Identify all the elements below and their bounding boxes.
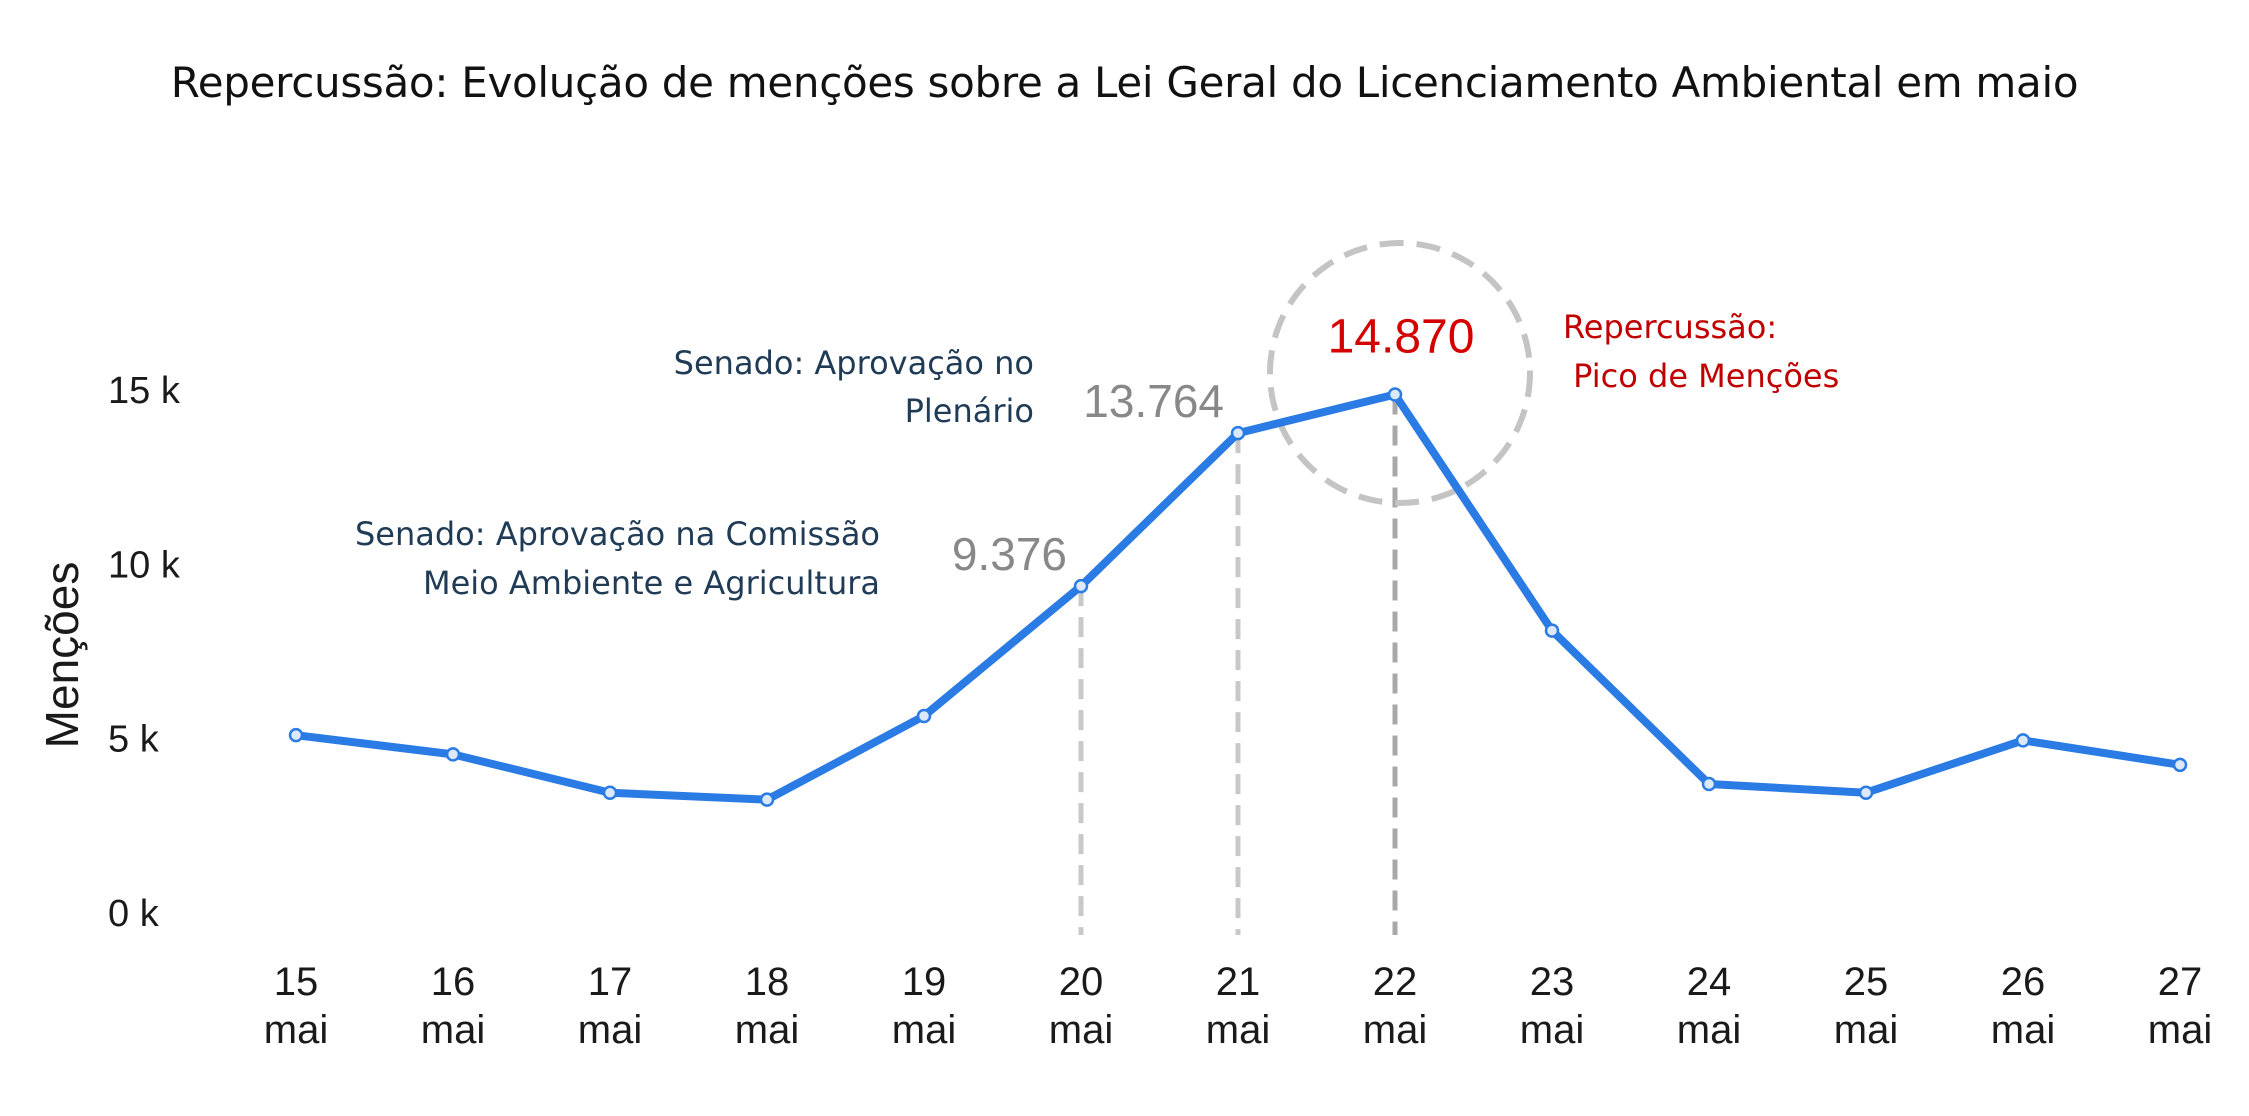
data-point (2172, 757, 2188, 773)
data-point (1387, 387, 1403, 402)
data-point (1544, 623, 1560, 638)
x-tick-label-day: 27 (2158, 960, 2203, 1004)
series-line-group (288, 387, 2188, 807)
x-tick-label-month: mai (735, 1008, 799, 1052)
annotation-plenario: Senado: Aprovação no Plenário (674, 344, 1034, 430)
x-tick-label-month: mai (1049, 1008, 1113, 1052)
data-labels: 9.376 13.764 14.870 (952, 311, 1475, 581)
x-tick-label-day: 15 (274, 960, 319, 1004)
x-tick-label-day: 18 (745, 960, 790, 1004)
data-point (602, 785, 618, 800)
x-tick-label-day: 23 (1530, 960, 1575, 1004)
data-label: 9.376 (952, 528, 1067, 580)
annotation-comissao-line1: Senado: Aprovação na Comissão (355, 515, 880, 553)
annotation-pico-line1: Repercussão: (1563, 308, 1777, 346)
x-tick-label-day: 24 (1687, 960, 1732, 1004)
annotation-plenario-line2: Plenário (905, 392, 1034, 430)
data-point (2015, 733, 2031, 748)
y-tick-label: 5 k (108, 719, 160, 761)
x-tick-label-day: 22 (1373, 960, 1418, 1004)
data-point (1701, 776, 1717, 792)
x-tick-label-day: 17 (588, 960, 633, 1004)
data-point (1858, 785, 1874, 800)
x-tick-label-day: 25 (1844, 960, 1889, 1004)
y-axis-label: Menções (36, 562, 88, 749)
x-tick-label-month: mai (1206, 1008, 1270, 1052)
x-tick-label-month: mai (2148, 1008, 2212, 1052)
x-tick-label-day: 19 (902, 960, 947, 1004)
x-tick-label-month: mai (1834, 1008, 1898, 1052)
annotation-comissao: Senado: Aprovação na Comissão Meio Ambie… (355, 515, 880, 602)
chart-title: Repercussão: Evolução de menções sobre a… (170, 58, 2079, 107)
annotation-pico-line2: Pico de Menções (1563, 357, 1839, 395)
y-axis-ticks: 0 k 5 k 10 k 15 k (108, 370, 181, 935)
annotation-plenario-line1: Senado: Aprovação no (674, 344, 1034, 382)
x-tick-label-month: mai (1677, 1008, 1741, 1052)
peak-highlight-circle (1267, 240, 1533, 506)
data-point (1073, 578, 1089, 594)
x-tick-label-day: 16 (431, 960, 476, 1004)
x-tick-label-day: 26 (2001, 960, 2046, 1004)
x-tick-label-month: mai (1363, 1008, 1427, 1052)
x-tick-label-month: mai (1520, 1008, 1584, 1052)
x-tick-label-month: mai (892, 1008, 956, 1052)
event-guide-lines (1078, 394, 1398, 935)
data-label: 13.764 (1083, 375, 1224, 427)
x-tick-label-month: mai (578, 1008, 642, 1052)
data-point (759, 792, 775, 807)
annotation-comissao-line2: Meio Ambiente e Agricultura (423, 564, 880, 602)
y-tick-label: 10 k (108, 544, 181, 586)
data-point (916, 708, 932, 724)
data-point (1230, 425, 1246, 441)
data-point (445, 747, 461, 762)
x-tick-label-month: mai (421, 1008, 485, 1052)
annotation-pico: Repercussão: Pico de Menções (1563, 308, 1839, 395)
x-tick-label-day: 20 (1059, 960, 1104, 1004)
x-tick-label-month: mai (264, 1008, 328, 1052)
x-tick-label-day: 21 (1216, 960, 1261, 1004)
x-axis-ticks: 15mai16mai17mai18mai19mai20mai21mai22mai… (264, 960, 2212, 1052)
y-tick-label: 15 k (108, 370, 181, 412)
data-label-peak: 14.870 (1328, 311, 1475, 364)
data-point (288, 727, 304, 743)
x-tick-label-month: mai (1991, 1008, 2055, 1052)
y-tick-label: 0 k (108, 893, 160, 935)
